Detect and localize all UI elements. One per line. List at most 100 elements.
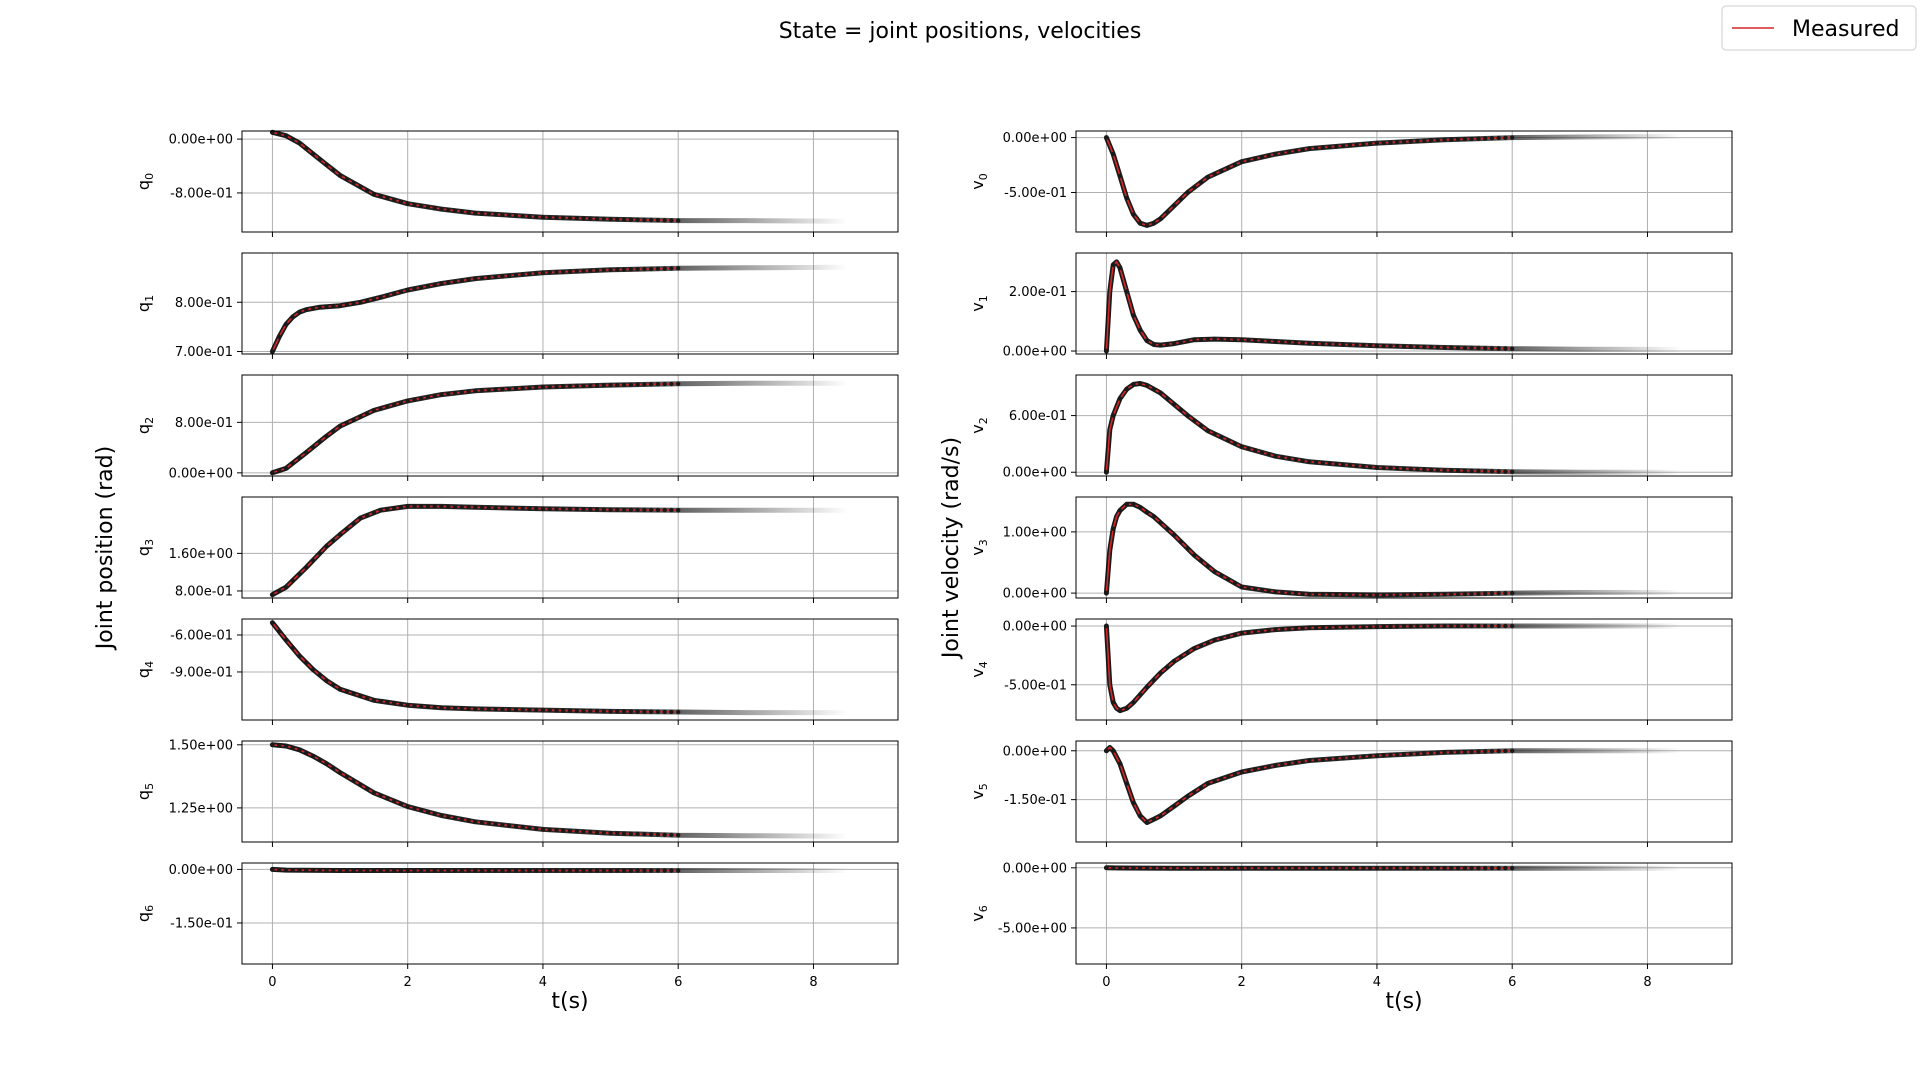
- sample-marker: [1124, 387, 1129, 392]
- sample-marker: [1483, 749, 1488, 754]
- sample-marker: [669, 832, 674, 838]
- sample-marker: [621, 382, 627, 387]
- sample-marker: [1428, 750, 1434, 756]
- sample-marker: [364, 513, 370, 518]
- sample-marker: [1165, 210, 1170, 215]
- sample-marker: [574, 708, 579, 713]
- sample-marker: [270, 742, 275, 747]
- sample-marker: [473, 388, 478, 393]
- chart-velocities: 0.00e+00 -5.00e-01 v0 2.00e-01 0.00e+00 v1 6.0…: [939, 130, 1733, 1014]
- sample-marker: [270, 349, 275, 354]
- sample-marker: [364, 695, 370, 701]
- sample-marker: [385, 868, 390, 873]
- sample-marker: [1151, 221, 1157, 226]
- sample-marker: [506, 273, 512, 278]
- sample-marker: [1476, 345, 1481, 351]
- sample-marker: [337, 868, 343, 873]
- sample-marker: [567, 384, 573, 389]
- sample-marker: [628, 709, 634, 714]
- sample-marker: [297, 653, 302, 659]
- panel-frame: [1075, 862, 1733, 965]
- sample-marker: [1347, 143, 1353, 148]
- sample-marker: [676, 709, 681, 715]
- sample-marker: [1455, 866, 1461, 871]
- sample-marker: [1171, 532, 1177, 538]
- sample-marker: [1462, 866, 1468, 871]
- sample-marker: [1401, 624, 1407, 629]
- sample-marker: [581, 383, 586, 389]
- sample-marker: [1442, 623, 1447, 629]
- sample-marker: [405, 868, 410, 873]
- sample-marker: [486, 211, 491, 217]
- sample-marker: [1246, 768, 1251, 773]
- sample-marker: [351, 180, 356, 186]
- panel-frame: [241, 862, 899, 965]
- sample-marker: [676, 266, 681, 271]
- panel-ylabel: v2: [968, 417, 990, 433]
- sample-marker: [1347, 624, 1353, 630]
- sample-marker: [1300, 866, 1305, 871]
- sample-marker: [358, 414, 363, 419]
- sample-marker: [588, 383, 593, 388]
- sample-marker: [1253, 156, 1258, 161]
- sample-marker: [1374, 753, 1380, 758]
- sample-marker: [1442, 592, 1447, 597]
- sample-marker: [351, 691, 356, 696]
- sample-marker: [405, 398, 410, 404]
- sample-marker: [540, 868, 546, 873]
- sample-marker: [567, 868, 573, 873]
- sample-marker: [277, 629, 282, 634]
- sample-marker: [412, 286, 417, 291]
- sample-marker: [1435, 467, 1441, 473]
- sample-marker: [1422, 624, 1427, 629]
- sample-marker: [1192, 789, 1197, 795]
- sample-marker: [1368, 343, 1373, 348]
- sample-marker: [649, 266, 654, 272]
- sample-marker: [1422, 138, 1427, 143]
- sample-marker: [1503, 346, 1508, 351]
- sample-marker: [554, 506, 559, 512]
- sample-marker: [277, 334, 282, 339]
- sample-marker: [1212, 171, 1217, 177]
- sample-marker: [1293, 148, 1299, 153]
- sample-marker: [1239, 159, 1244, 164]
- sample-marker: [1340, 625, 1346, 630]
- sample-marker: [419, 203, 424, 209]
- sample-marker: [1469, 468, 1474, 474]
- y-tick-label: 7.00e-01: [175, 345, 233, 360]
- panel-frame: [241, 618, 899, 721]
- sample-marker: [1334, 342, 1339, 347]
- sample-marker: [1273, 763, 1278, 768]
- sample-marker: [1510, 346, 1515, 351]
- sample-marker: [1131, 382, 1136, 387]
- sample-marker: [1259, 628, 1265, 634]
- sample-marker: [290, 645, 295, 651]
- sample-marker: [439, 392, 444, 397]
- sample-marker: [1158, 813, 1163, 819]
- sample-marker: [337, 423, 343, 429]
- sample-marker: [493, 274, 498, 279]
- sample-marker: [337, 532, 343, 537]
- sample-marker: [527, 707, 532, 713]
- sample-marker: [1151, 677, 1157, 683]
- sample-marker: [1286, 456, 1292, 461]
- sample-marker: [581, 216, 586, 221]
- x-tick-label: 2: [1238, 975, 1246, 990]
- sample-marker: [1104, 590, 1109, 596]
- sample-marker: [500, 822, 505, 827]
- sample-marker: [520, 272, 525, 277]
- sample-marker: [506, 386, 512, 392]
- sample-marker: [331, 682, 336, 688]
- panel-frame: [241, 496, 899, 599]
- sample-marker: [1232, 337, 1238, 342]
- sample-marker: [655, 217, 661, 223]
- sample-marker: [1212, 569, 1217, 574]
- sample-marker: [1354, 866, 1359, 871]
- sample-marker: [601, 868, 606, 873]
- sample-marker: [1381, 343, 1386, 349]
- sample-marker: [310, 868, 316, 873]
- panel-ylabel: q4: [134, 661, 156, 678]
- sample-marker: [1388, 592, 1393, 597]
- sample-marker: [1510, 135, 1515, 140]
- prediction-fan: [269, 620, 850, 716]
